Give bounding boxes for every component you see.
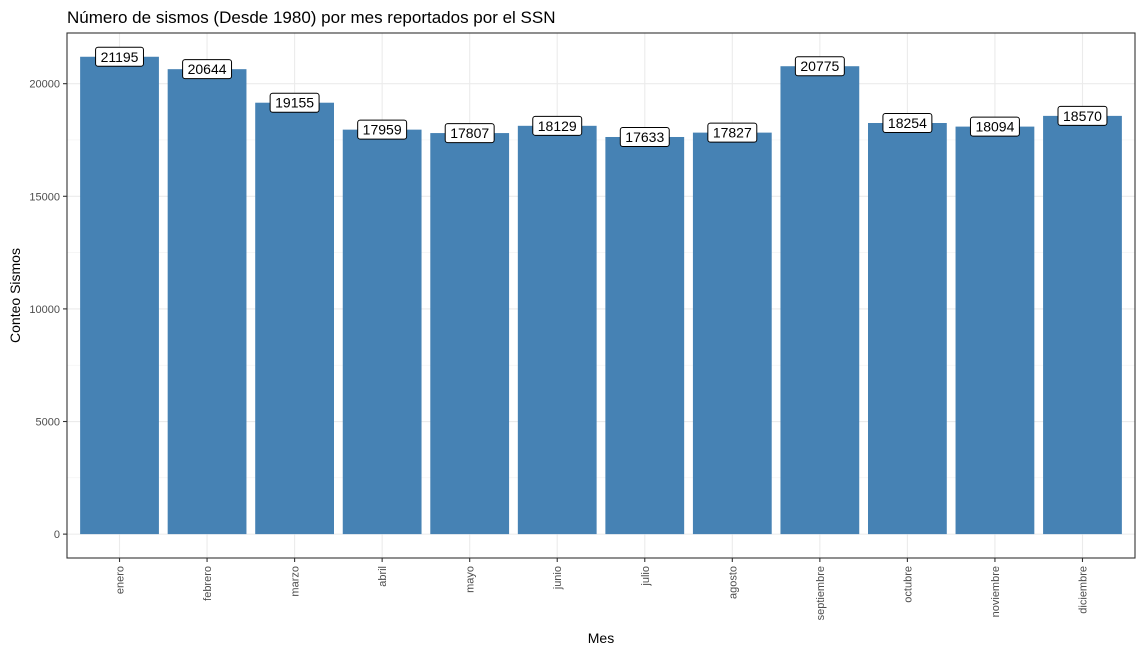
- data-label-text: 17827: [713, 125, 752, 141]
- x-tick-label-agosto: agosto: [727, 566, 739, 599]
- data-label-text: 18254: [888, 115, 927, 131]
- data-label-marzo: 19155: [269, 92, 320, 113]
- x-tick-label-junio: junio: [552, 566, 564, 590]
- plot-border: [66, 32, 1136, 559]
- y-tick-label: 0: [54, 529, 60, 541]
- data-label-text: 18570: [1063, 108, 1102, 124]
- plot-area: 21195 20644 19155 17959 17807 18129 17633 17827…: [66, 32, 1136, 559]
- data-label-box: [269, 92, 320, 113]
- data-label-box: [794, 56, 845, 77]
- data-label-text: 18094: [975, 119, 1014, 135]
- x-tick-label-julio: julio: [640, 566, 652, 587]
- bar-julio: [605, 136, 685, 535]
- y-axis-title: Conteo Sismos: [7, 248, 23, 343]
- y-tick-label: 15000: [29, 191, 60, 203]
- x-axis-title: Mes: [588, 630, 614, 646]
- data-label-abril: 17959: [357, 119, 408, 140]
- x-tick-label-septiembre: septiembre: [815, 566, 827, 620]
- data-label-octubre: 18254: [882, 113, 933, 133]
- x-tick-label-octubre: octubre: [902, 566, 914, 603]
- x-tick-label-enero: enero: [115, 566, 127, 594]
- bar-agosto: [692, 132, 772, 535]
- bar-noviembre: [955, 126, 1035, 535]
- chart-title: Número de sismos (Desde 1980) por mes re…: [67, 8, 556, 27]
- bar-octubre: [868, 123, 947, 535]
- data-label-junio: 18129: [532, 115, 583, 136]
- y-tick-label: 20000: [29, 79, 60, 91]
- data-label-julio: 17633: [619, 126, 670, 147]
- data-label-box: [619, 126, 670, 147]
- data-label-text: 18129: [538, 118, 577, 134]
- data-label-box: [882, 113, 933, 133]
- bar-septiembre: [780, 66, 860, 535]
- bar-febrero: [167, 69, 247, 535]
- bar-mayo: [430, 133, 510, 535]
- data-label-diciembre: 18570: [1057, 105, 1108, 126]
- data-label-text: 19155: [275, 95, 314, 111]
- data-labels: 21195 20644 19155 17959 17807 18129 17633 17827…: [95, 46, 1108, 147]
- data-label-box: [95, 46, 144, 67]
- data-label-box: [532, 115, 583, 136]
- data-label-noviembre: 18094: [969, 116, 1020, 137]
- data-label-text: 17633: [625, 129, 664, 145]
- data-label-box: [969, 116, 1020, 137]
- data-label-agosto: 17827: [707, 122, 758, 143]
- x-tick-label-noviembre: noviembre: [990, 566, 1002, 617]
- data-label-box: [707, 122, 758, 143]
- bar-marzo: [255, 102, 334, 535]
- x-tick-label-diciembre: diciembre: [1077, 566, 1089, 614]
- data-label-enero: 21195: [95, 46, 144, 67]
- y-axis: 0 5000 10000 15000 20000: [29, 79, 67, 541]
- data-label-box: [444, 123, 495, 144]
- data-label-box: [357, 119, 408, 140]
- y-tick-label: 5000: [36, 417, 60, 429]
- data-label-mayo: 17807: [444, 123, 495, 144]
- bars: [80, 56, 1122, 535]
- x-tick-label-febrero: febrero: [202, 566, 214, 601]
- bar-diciembre: [1043, 115, 1122, 535]
- x-tick-label-abril: abril: [377, 566, 389, 587]
- data-label-septiembre: 20775: [794, 56, 845, 77]
- data-label-text: 21195: [101, 49, 139, 65]
- x-tick-label-mayo: mayo: [465, 566, 477, 593]
- data-label-text: 17807: [450, 125, 489, 141]
- data-label-box: [182, 59, 233, 80]
- data-label-box: [1057, 105, 1108, 126]
- x-tick-label-marzo: marzo: [290, 566, 302, 597]
- bar-abril: [342, 129, 422, 535]
- data-label-text: 20644: [188, 61, 227, 77]
- bar-enero: [80, 56, 159, 535]
- bar-junio: [517, 125, 597, 535]
- data-label-text: 20775: [800, 58, 839, 74]
- data-label-text: 17959: [363, 122, 402, 138]
- y-tick-label: 10000: [29, 304, 60, 316]
- x-axis: enero febrero marzo abril mayo junio julio agos…: [115, 558, 1089, 620]
- data-label-febrero: 20644: [182, 59, 233, 80]
